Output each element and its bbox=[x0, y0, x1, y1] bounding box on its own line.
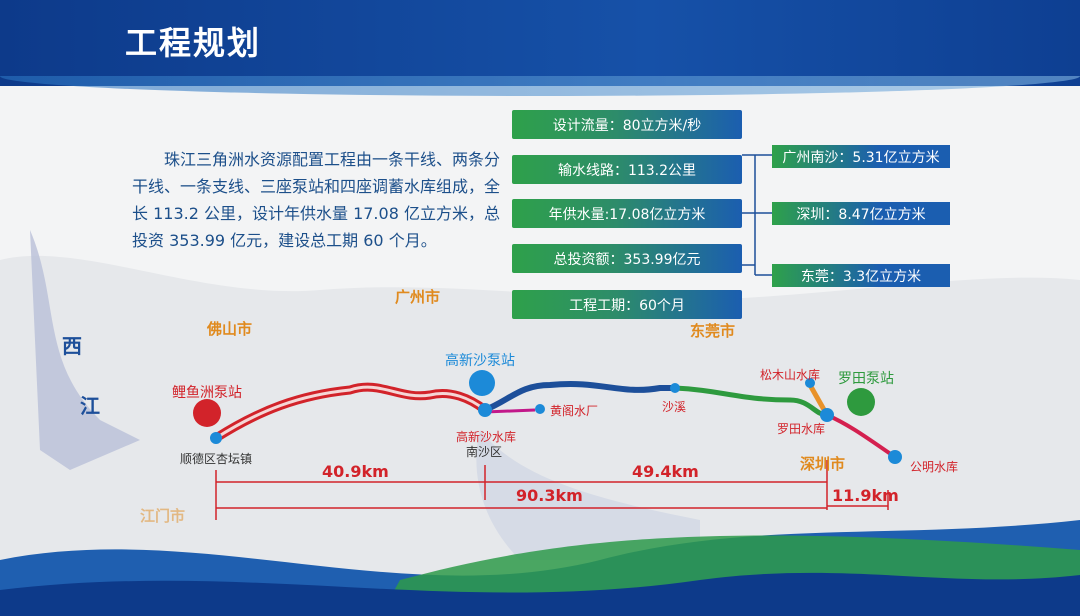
xingtan-node bbox=[210, 432, 222, 444]
gaoxinsha-pump-icon bbox=[469, 370, 495, 396]
route-huangge-branch bbox=[484, 408, 536, 414]
songmushan-node bbox=[805, 378, 815, 388]
liyuzhou-pump-icon bbox=[193, 399, 221, 427]
label-songmushan: 松木山水库 bbox=[760, 368, 821, 382]
gongming-node bbox=[888, 450, 902, 464]
stat-investment: 总投资额：353.99亿元 bbox=[512, 244, 742, 273]
gaoxinsha-node bbox=[478, 403, 492, 417]
alloc-dongguan: 东莞：3.3亿立方米 bbox=[772, 264, 950, 287]
stat-annual-supply: 年供水量:17.08亿立方米 bbox=[512, 199, 742, 228]
river-xi: 西 bbox=[62, 334, 82, 358]
shaxi-node bbox=[670, 383, 680, 393]
label-gongming: 公明水库 bbox=[910, 460, 959, 474]
alloc-shenzhen: 深圳：8.47亿立方米 bbox=[772, 202, 950, 225]
stat-duration: 工程工期：60个月 bbox=[512, 290, 742, 319]
label-liyuzhou-pump: 鲤鱼洲泵站 bbox=[172, 385, 242, 401]
distance-40-9: 40.9km bbox=[322, 462, 389, 481]
city-guangzhou: 广州市 bbox=[395, 288, 441, 306]
distance-49-4: 49.4km bbox=[632, 462, 699, 481]
intro-text: 珠江三角洲水资源配置工程由一条干线、两条分干线、一条支线、三座泵站和四座调蓄水库… bbox=[132, 150, 501, 250]
header-banner: 工程规划 bbox=[0, 0, 1080, 96]
label-gaoxinsha-res: 高新沙水库 bbox=[456, 430, 517, 444]
distance-11-9: 11.9km bbox=[832, 486, 899, 505]
alloc-nansha: 广州南沙：5.31亿立方米 bbox=[772, 145, 950, 168]
page-title: 工程规划 bbox=[125, 24, 262, 62]
stat-design-flow: 设计流量：80立方米/秒 bbox=[512, 110, 742, 139]
city-dongguan: 东莞市 bbox=[690, 322, 736, 340]
luotian-pump-icon bbox=[847, 388, 875, 416]
label-xingtan: 顺德区杏坛镇 bbox=[180, 452, 253, 466]
stat-line-length: 输水线路：113.2公里 bbox=[512, 155, 742, 184]
huangge-node bbox=[535, 404, 545, 414]
label-nansha: 南沙区 bbox=[466, 445, 503, 459]
label-luotian-pump: 罗田泵站 bbox=[838, 371, 894, 387]
route-east-segment bbox=[674, 385, 828, 418]
label-gaoxinsha-pump: 高新沙泵站 bbox=[445, 353, 515, 369]
route-middle-segment bbox=[483, 381, 675, 413]
allocation-bracket bbox=[742, 154, 772, 276]
distance-90-3: 90.3km bbox=[516, 486, 583, 505]
city-foshan: 佛山市 bbox=[207, 320, 253, 338]
river-jiang: 江 bbox=[80, 394, 100, 418]
label-huangge: 黄阁水厂 bbox=[550, 404, 599, 418]
city-shenzhen: 深圳市 bbox=[800, 455, 846, 473]
label-luotian-res: 罗田水库 bbox=[777, 422, 826, 436]
wave-dark bbox=[0, 572, 1080, 616]
luotian-node bbox=[820, 408, 834, 422]
city-jiangmen: 江门市 bbox=[140, 507, 186, 525]
label-shaxi: 沙溪 bbox=[662, 400, 687, 414]
